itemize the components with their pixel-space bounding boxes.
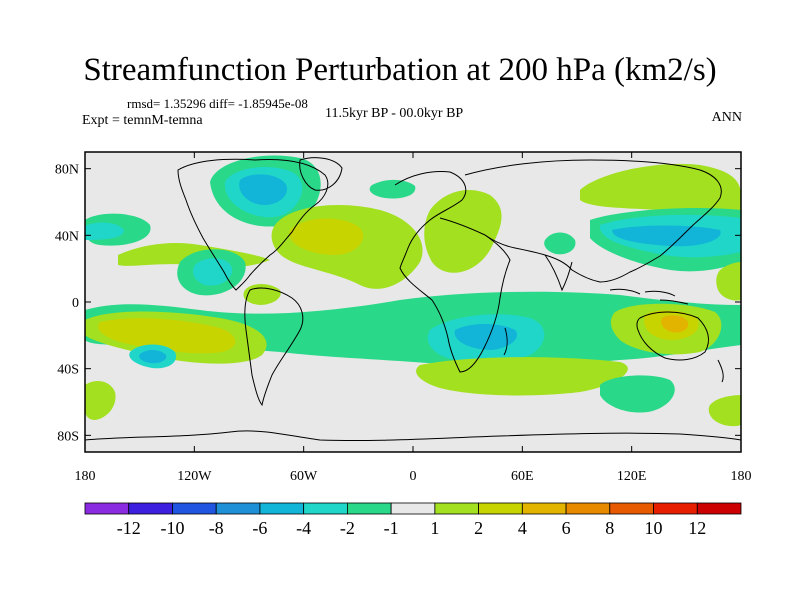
coast-greenland [299, 157, 343, 191]
coast-asia [464, 159, 722, 283]
field-pacific-east-high [716, 262, 741, 301]
axis-ticks [84, 152, 742, 452]
colorbar-box [172, 502, 217, 515]
colorbar-label: -12 [117, 518, 141, 538]
field-north-america-low-core2 [239, 174, 288, 205]
field-north-atlantic-small-low [369, 179, 416, 199]
longitude-labels: 180 120W 60W 0 60E 120E 180 [75, 469, 752, 484]
colorbar-box [259, 502, 305, 515]
coastlines [85, 157, 741, 442]
field-pacific-small-low [544, 232, 576, 255]
lon-label: 180 [75, 469, 96, 484]
period-label: 11.5kyr BP - 00.0kyr BP [325, 106, 464, 121]
lat-label: 40S [57, 363, 79, 378]
lat-label: 80N [55, 163, 79, 178]
colorbar-box [215, 502, 261, 515]
colorbar-label: -10 [160, 518, 184, 538]
field-south-indian-low [600, 375, 675, 413]
lon-label: 180 [731, 469, 752, 484]
stats-label: rmsd= 1.35296 diff= -1.85945e-08 [127, 96, 308, 111]
colorbar-box [521, 502, 567, 515]
coast-madagascar [503, 327, 508, 356]
field-southern-africa-low-core [454, 324, 518, 350]
coast-indonesia [609, 288, 689, 305]
field-south-high-broad [416, 357, 628, 396]
coast-europe-africa [394, 171, 511, 373]
colorbar-label: 4 [518, 518, 527, 538]
lon-label: 120E [617, 469, 647, 484]
experiment-label: Expt = temnM-temna [82, 113, 203, 128]
field-north-atlantic-high-core [289, 218, 364, 255]
field-south-pacific-low-core [139, 349, 167, 364]
colorbar-label: 6 [562, 518, 571, 538]
latitude-labels: 80N 40N 0 40S 80S [55, 163, 79, 445]
colorbar-label: -4 [296, 518, 311, 538]
colorbar-box [128, 502, 173, 515]
lat-label: 40N [55, 229, 79, 244]
colorbar-label: -1 [384, 518, 399, 538]
field-north-africa-high [424, 190, 502, 273]
colorbar-box [303, 502, 348, 515]
field-south-east-high [708, 395, 741, 427]
field-east-asia-low-core2 [612, 225, 721, 247]
colorbar-label: -8 [209, 518, 224, 538]
coast-india [544, 254, 573, 292]
colorbar-box [434, 502, 480, 515]
colorbar-box [696, 502, 742, 515]
field-australia-high-core2 [661, 315, 689, 333]
field-west-pacific-low-core [85, 222, 124, 240]
colorbar-label: -2 [340, 518, 355, 538]
colorbar-label: 1 [430, 518, 439, 538]
coast-new-zealand [717, 359, 724, 383]
lat-label: 0 [72, 296, 79, 311]
colorbar-box [84, 502, 130, 515]
colorbar-label: 8 [605, 518, 614, 538]
colorbar-box [478, 502, 523, 515]
lon-label: 120W [177, 469, 212, 484]
colorbar-label: 2 [474, 518, 483, 538]
colorbar-box [390, 502, 436, 515]
field-north-pacific-low-core [193, 258, 233, 286]
season-label: ANN [711, 110, 742, 125]
colorbar-box [346, 502, 392, 515]
field-eurasia-high [580, 163, 741, 212]
coast-south-america [244, 287, 304, 407]
colorbar [84, 502, 742, 515]
colorbar-box [653, 502, 698, 515]
lon-label: 0 [410, 469, 417, 484]
lon-label: 60W [290, 469, 318, 484]
colorbar-label: 12 [688, 518, 706, 538]
lat-label: 80S [57, 429, 79, 444]
coast-antarctica [85, 430, 741, 442]
lon-label: 60E [511, 469, 534, 484]
coast-north-america [177, 158, 329, 291]
colorbar-label: 10 [645, 518, 663, 538]
field-layer [85, 155, 741, 427]
colorbar-label: -6 [252, 518, 267, 538]
coast-australia [636, 311, 709, 361]
colorbar-labels: -12 -10 -8 -6 -4 -2 -1 1 2 4 6 8 10 12 [117, 518, 707, 538]
colorbar-box [609, 502, 654, 515]
field-south-atlantic-high [85, 380, 116, 420]
field-tropical-south-pacific-high-core [98, 318, 236, 354]
plot-title: Streamfunction Perturbation at 200 hPa (… [83, 52, 717, 88]
colorbar-box [565, 502, 611, 515]
